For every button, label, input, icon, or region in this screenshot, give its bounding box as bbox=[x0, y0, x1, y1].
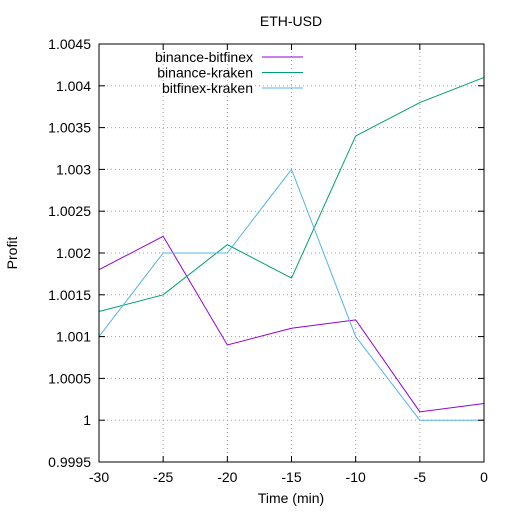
y-axis-title: Profit bbox=[4, 237, 20, 270]
grid-lines bbox=[99, 44, 484, 462]
x-tick-label: -10 bbox=[346, 469, 366, 485]
y-tick-label: 1.0025 bbox=[48, 203, 91, 219]
x-tick-label: -5 bbox=[414, 469, 427, 485]
y-tick-label: 1 bbox=[83, 412, 91, 428]
x-tick-label: -25 bbox=[153, 469, 173, 485]
y-tick-label: 1.0035 bbox=[48, 120, 91, 136]
y-tick-label: 1.0015 bbox=[48, 287, 91, 303]
y-tick-label: 1.003 bbox=[56, 161, 91, 177]
x-tick-label: -30 bbox=[89, 469, 109, 485]
x-tick-label: -15 bbox=[281, 469, 301, 485]
x-tick-label: 0 bbox=[480, 469, 488, 485]
x-axis-title: Time (min) bbox=[258, 490, 324, 506]
y-tick-label: 1.001 bbox=[56, 329, 91, 345]
series-line-binance-bitfinex bbox=[98, 235, 485, 413]
series-line-binance-kraken bbox=[98, 76, 485, 313]
y-tick-label: 1.002 bbox=[56, 245, 91, 261]
series-lines bbox=[98, 76, 485, 421]
y-tick-label: 1.0045 bbox=[48, 36, 91, 52]
y-tick-labels: 0.9995 1 1.0005 1.001 1.0015 1.002 1.0025 1.003… bbox=[48, 36, 91, 470]
y-tick-label: 1.0005 bbox=[48, 370, 91, 386]
legend-label: binance-kraken bbox=[157, 65, 253, 81]
legend-label: binance-bitfinex bbox=[155, 49, 253, 65]
y-tick-label: 0.9995 bbox=[48, 454, 91, 470]
x-tick-label: -20 bbox=[217, 469, 237, 485]
legend: binance-bitfinexbinance-krakenbitfinex-k… bbox=[155, 49, 303, 96]
x-tick-labels: -30 -25 -20 -15 -10 -5 0 bbox=[89, 469, 488, 485]
axis-ticks bbox=[98, 43, 485, 463]
y-tick-label: 1.004 bbox=[56, 78, 91, 94]
series-line-bitfinex-kraken bbox=[98, 168, 484, 421]
legend-label: bitfinex-kraken bbox=[162, 80, 253, 96]
chart-title: ETH-USD bbox=[260, 13, 322, 29]
